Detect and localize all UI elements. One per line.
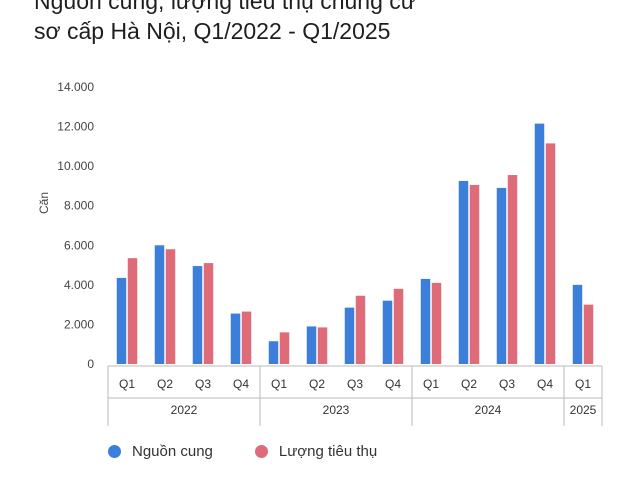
y-tick-label: 0 bbox=[87, 357, 94, 371]
chart-title-line-2: sơ cấp Hà Nội, Q1/2022 - Q1/2025 bbox=[34, 18, 391, 44]
x-tick-label: Q4 bbox=[385, 377, 401, 391]
bar-supply bbox=[572, 284, 583, 364]
x-tick-label: Q1 bbox=[575, 377, 591, 391]
x-tick-label: Q2 bbox=[309, 377, 325, 391]
y-tick-label: 14.000 bbox=[57, 80, 94, 94]
bar-supply bbox=[458, 180, 469, 364]
x-tick-label: Q1 bbox=[423, 377, 439, 391]
x-tick-label: Q3 bbox=[347, 377, 363, 391]
bar-supply bbox=[268, 341, 279, 364]
y-axis-label: Căn bbox=[37, 192, 51, 214]
legend-item-sales: Lượng tiêu thụ bbox=[254, 443, 378, 460]
y-tick-label: 4.000 bbox=[64, 278, 94, 292]
bar-supply bbox=[534, 123, 545, 364]
legend-label-sales: Lượng tiêu thụ bbox=[278, 443, 378, 460]
bar-sales bbox=[279, 332, 290, 364]
bar-sales bbox=[469, 184, 480, 364]
legend-swatch-sales bbox=[254, 445, 268, 458]
x-tick-label: Q3 bbox=[195, 377, 211, 391]
bar-sales bbox=[127, 258, 138, 364]
x-tick-label: Q2 bbox=[157, 377, 173, 391]
bar-supply bbox=[116, 277, 127, 364]
bar-supply bbox=[382, 300, 393, 364]
bar-sales bbox=[583, 304, 594, 364]
group-label: 2022 bbox=[171, 403, 198, 417]
bar-sales bbox=[393, 288, 404, 364]
x-tick-label: Q1 bbox=[119, 377, 135, 391]
y-tick-label: 2.000 bbox=[64, 317, 94, 331]
bar-supply bbox=[230, 313, 241, 364]
legend-swatch-supply bbox=[108, 445, 121, 458]
legend-label-supply: Nguồn cung bbox=[132, 443, 213, 460]
bar-supply bbox=[344, 307, 355, 364]
bar-supply bbox=[420, 278, 431, 364]
group-label: 2023 bbox=[323, 403, 350, 417]
bar-supply bbox=[154, 245, 165, 364]
bar-sales bbox=[507, 175, 518, 364]
x-tick-label: Q3 bbox=[499, 377, 515, 391]
y-tick-label: 10.000 bbox=[57, 159, 94, 173]
bar-sales bbox=[317, 327, 328, 364]
group-label: 2025 bbox=[570, 403, 597, 417]
y-tick-label: 6.000 bbox=[64, 238, 94, 252]
bar-supply bbox=[496, 187, 507, 364]
chart-title: Nguồn cung, lượng tiêu thụ chung cư sơ c… bbox=[34, 0, 624, 46]
legend: Nguồn cung Lượng tiêu thụ bbox=[108, 443, 419, 460]
group-label: 2024 bbox=[475, 403, 502, 417]
legend-item-supply: Nguồn cung bbox=[108, 443, 213, 460]
bar-sales bbox=[545, 143, 556, 364]
x-tick-label: Q2 bbox=[461, 377, 477, 391]
bar-sales bbox=[165, 249, 176, 364]
x-tick-label: Q1 bbox=[271, 377, 287, 391]
y-tick-label: 12.000 bbox=[57, 120, 94, 134]
bar-sales bbox=[241, 311, 252, 364]
bar-sales bbox=[431, 282, 442, 364]
y-tick-label: 8.000 bbox=[64, 199, 94, 213]
bar-sales bbox=[203, 263, 214, 364]
x-tick-label: Q4 bbox=[233, 377, 249, 391]
bar-supply bbox=[192, 266, 203, 364]
bar-supply bbox=[306, 326, 317, 364]
x-tick-label: Q4 bbox=[537, 377, 553, 391]
chart-title-line-1: Nguồn cung, lượng tiêu thụ chung cư bbox=[34, 0, 417, 14]
bar-sales bbox=[355, 295, 366, 364]
